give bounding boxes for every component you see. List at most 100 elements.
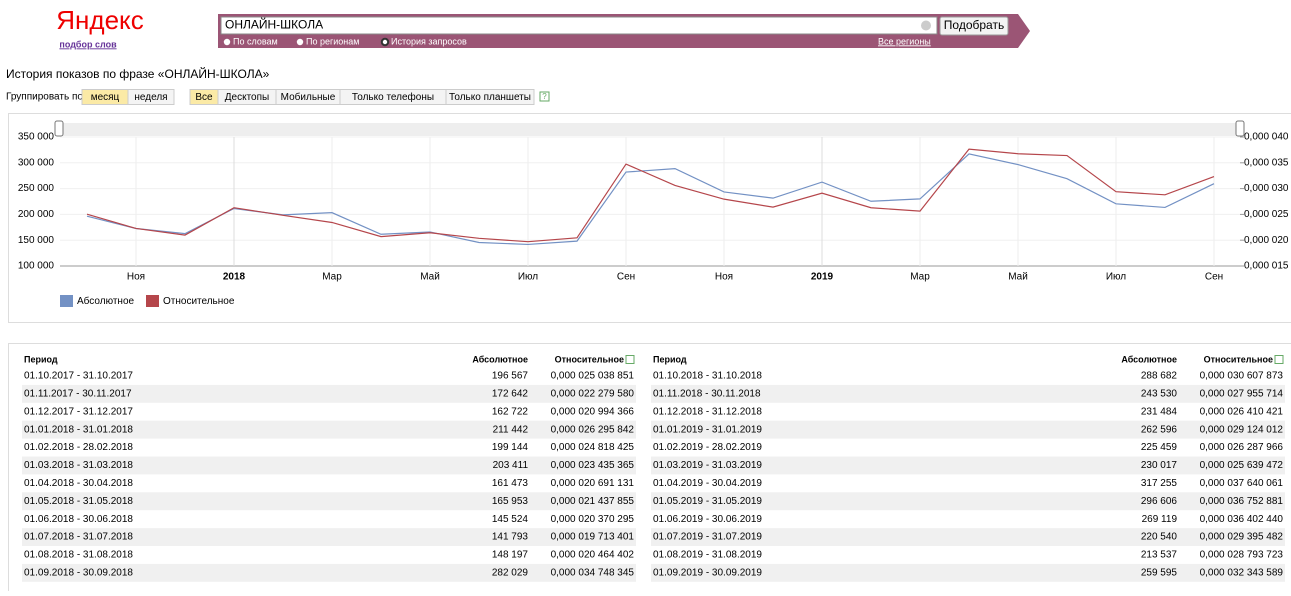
table-header: Период (653, 354, 687, 364)
device-tab-label[interactable]: Мобильные (281, 91, 336, 103)
x-tick-label: Ноя (127, 272, 145, 283)
range-slider[interactable] (60, 123, 1240, 136)
relative-cell: 0,000 026 287 966 (1200, 442, 1284, 453)
submit-label[interactable]: Подобрать (944, 18, 1004, 32)
absolute-cell: 165 953 (492, 496, 529, 507)
absolute-cell: 230 017 (1141, 460, 1178, 471)
logo[interactable]: Яндекс (56, 5, 143, 35)
relative-cell: 0,000 020 464 402 (551, 550, 635, 561)
x-tick-label: Мар (322, 272, 342, 283)
help-icon[interactable] (1275, 356, 1283, 364)
table-header: Абсолютное (472, 354, 528, 364)
x-tick-label: Июл (1106, 272, 1126, 283)
absolute-cell: 259 595 (1141, 568, 1178, 579)
absolute-cell: 317 255 (1141, 478, 1178, 489)
period-cell: 01.09.2019 - 30.09.2019 (653, 568, 762, 579)
y-tick-label: 200 000 (18, 209, 55, 220)
device-tab-label[interactable]: Только телефоны (352, 91, 434, 103)
period-cell: 01.11.2017 - 30.11.2017 (24, 389, 132, 400)
relative-cell: 0,000 027 955 714 (1200, 389, 1284, 400)
relative-cell: 0,000 028 793 723 (1200, 550, 1284, 561)
period-cell: 01.05.2019 - 31.05.2019 (653, 496, 762, 507)
period-cell: 01.08.2019 - 31.08.2019 (653, 550, 762, 561)
radio[interactable] (382, 39, 388, 45)
relative-cell: 0,000 020 994 366 (551, 406, 635, 417)
x-tick-label: Сен (617, 272, 635, 283)
device-tab-label[interactable]: Десктопы (225, 92, 269, 103)
logo-sub[interactable]: подбор слов (59, 39, 117, 49)
y2-tick-label: 0,000 040 (1244, 132, 1289, 143)
relative-cell: 0,000 024 818 425 (551, 442, 635, 453)
table-header: Абсолютное (1121, 354, 1177, 364)
absolute-cell: 162 722 (492, 406, 529, 417)
table-header: Относительное (1204, 354, 1273, 364)
radio[interactable] (224, 39, 230, 45)
search-query[interactable]: ОНЛАЙН-ШКОЛА (225, 17, 323, 32)
absolute-cell: 199 144 (492, 442, 529, 453)
relative-cell: 0,000 037 640 061 (1200, 478, 1284, 489)
heading: История показов по фразе «ОНЛАЙН-ШКОЛА» (6, 66, 270, 81)
regions-link[interactable]: Все регионы (878, 36, 931, 46)
relative-cell: 0,000 030 607 873 (1200, 371, 1284, 382)
legend-swatch[interactable] (146, 295, 159, 307)
x-tick-label: Май (1008, 272, 1028, 283)
clear-button[interactable] (921, 21, 931, 31)
group-button-label[interactable]: неделя (134, 92, 167, 103)
radio[interactable] (297, 39, 303, 45)
search-input[interactable] (221, 17, 937, 34)
y-tick-label: 250 000 (18, 183, 55, 194)
radio-label[interactable]: История запросов (391, 36, 467, 46)
radio-label[interactable]: По словам (233, 36, 278, 46)
period-cell: 01.03.2018 - 31.03.2018 (24, 460, 133, 471)
y-tick-label: 350 000 (18, 132, 55, 143)
relative-cell: 0,000 036 402 440 (1200, 514, 1284, 525)
period-cell: 01.04.2019 - 30.04.2019 (653, 478, 762, 489)
absolute-cell: 231 484 (1141, 406, 1178, 417)
slider-handle[interactable] (55, 121, 63, 136)
relative-cell: 0,000 021 437 855 (551, 496, 635, 507)
legend-label[interactable]: Абсолютное (77, 295, 135, 307)
relative-cell: 0,000 025 038 851 (551, 371, 635, 382)
absolute-cell: 145 524 (492, 514, 529, 525)
x-tick-label: Ноя (715, 272, 733, 283)
y2-tick-label: 0,000 020 (1244, 235, 1289, 246)
period-cell: 01.10.2018 - 31.10.2018 (653, 371, 762, 382)
table-header: Относительное (555, 354, 624, 364)
y2-tick-label: 0,000 015 (1244, 261, 1289, 272)
absolute-cell: 203 411 (493, 460, 529, 471)
help-label[interactable]: ? (542, 92, 547, 101)
period-cell: 01.01.2018 - 31.01.2018 (24, 424, 133, 435)
absolute-cell: 220 540 (1141, 532, 1178, 543)
relative-cell: 0,000 029 124 012 (1200, 424, 1284, 435)
period-cell: 01.02.2019 - 28.02.2019 (653, 442, 762, 453)
radio-label[interactable]: По регионам (306, 36, 359, 46)
x-tick-label: Май (420, 272, 440, 283)
relative-cell: 0,000 020 691 131 (551, 478, 635, 489)
device-tab-label[interactable]: Только планшеты (449, 92, 531, 103)
slider-handle[interactable] (1236, 121, 1244, 136)
help-icon[interactable] (626, 356, 634, 364)
relative-cell: 0,000 026 295 842 (551, 424, 635, 435)
relative-cell: 0,000 026 410 421 (1200, 406, 1284, 417)
relative-cell: 0,000 020 370 295 (551, 514, 635, 525)
group-button-label[interactable]: месяц (91, 92, 120, 103)
period-cell: 01.02.2018 - 28.02.2018 (24, 442, 133, 453)
period-cell: 01.12.2017 - 31.12.2017 (24, 406, 133, 417)
absolute-cell: 243 530 (1141, 389, 1178, 400)
x-tick-label: Сен (1205, 272, 1223, 283)
period-cell: 01.11.2018 - 30.11.2018 (653, 389, 761, 400)
y2-tick-label: 0,000 025 (1244, 209, 1289, 220)
device-tab-label[interactable]: Все (195, 92, 213, 103)
period-cell: 01.06.2019 - 30.06.2019 (653, 514, 762, 525)
group-label: Группировать по: (6, 92, 86, 103)
legend-label[interactable]: Относительное (163, 296, 235, 307)
period-cell: 01.01.2019 - 31.01.2019 (653, 424, 762, 435)
absolute-cell: 296 606 (1141, 496, 1178, 507)
y2-tick-label: 0,000 035 (1244, 157, 1289, 168)
absolute-cell: 141 793 (492, 532, 529, 543)
relative-cell: 0,000 036 752 881 (1200, 496, 1284, 507)
legend-swatch[interactable] (60, 295, 73, 307)
absolute-cell: 211 442 (493, 424, 529, 435)
